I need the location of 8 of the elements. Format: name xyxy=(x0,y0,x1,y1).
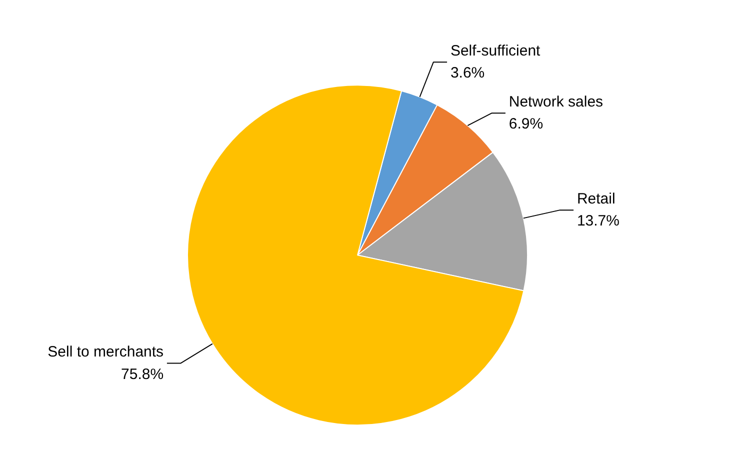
slice-label: Self-sufficient xyxy=(450,42,542,60)
data-label: 75.8% xyxy=(121,366,164,383)
data-label: 3.6% xyxy=(450,64,485,82)
data-label: 6.9% xyxy=(508,116,544,133)
slice-label: Retail xyxy=(576,190,616,208)
slice-label: Sell to merchants xyxy=(48,344,164,361)
data-label: 13.7% xyxy=(576,212,620,230)
slice-label: Network sales xyxy=(508,94,604,111)
